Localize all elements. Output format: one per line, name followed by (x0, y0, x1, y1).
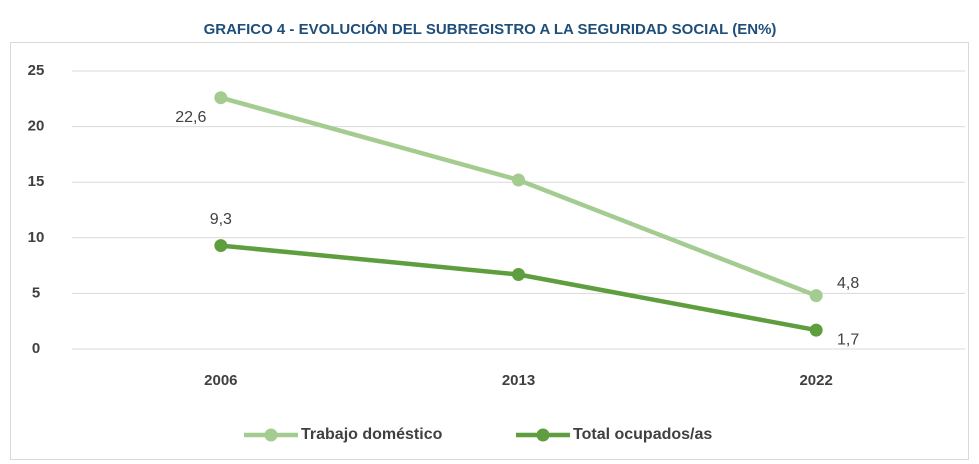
data-label: 9,3 (210, 211, 232, 228)
data-label: 4,8 (837, 275, 859, 292)
y-tick-label: 15 (28, 173, 45, 190)
legend-label: Total ocupados/as (573, 426, 712, 443)
data-label: 1,7 (837, 331, 859, 348)
data-point (214, 239, 228, 253)
data-point (809, 289, 823, 303)
y-tick-label: 5 (32, 284, 40, 301)
x-tick-label: 2013 (502, 372, 535, 389)
x-tick-label: 2006 (204, 372, 237, 389)
series-line (220, 95, 817, 298)
data-point (512, 173, 525, 187)
y-tick-label: 25 (28, 62, 45, 79)
legend-marker (264, 428, 278, 442)
series-line (220, 243, 817, 333)
chart-title: GRAFICO 4 - EVOLUCIÓN DEL SUBREGISTRO A … (204, 20, 777, 38)
y-tick-label: 0 (32, 340, 40, 357)
y-tick-label: 20 (28, 118, 45, 135)
x-tick-label: 2022 (799, 372, 832, 389)
chart-frame (10, 42, 969, 460)
data-label: 22,6 (175, 109, 206, 126)
legend-marker (536, 428, 550, 442)
y-tick-label: 10 (28, 229, 45, 246)
data-point (809, 323, 823, 337)
legend-label: Trabajo doméstico (301, 426, 443, 443)
data-point (512, 267, 525, 281)
data-point (214, 91, 228, 105)
